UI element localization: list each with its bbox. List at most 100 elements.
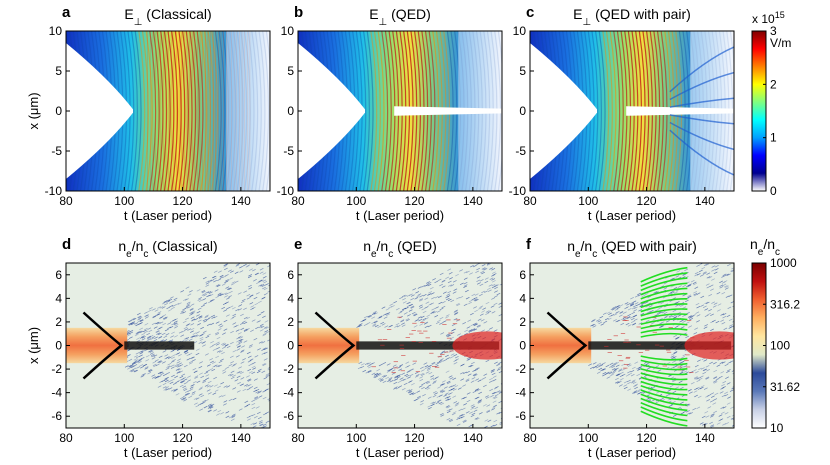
plasma-streak xyxy=(710,424,715,427)
plasma-streak xyxy=(171,331,175,335)
plasma-streak xyxy=(137,316,142,319)
plasma-streak xyxy=(694,394,698,398)
plasma-streak xyxy=(455,402,460,405)
plasma-streak xyxy=(611,367,616,371)
plasma-streak xyxy=(659,397,664,401)
plasma-streak xyxy=(228,398,233,402)
plasma-streak xyxy=(470,414,475,418)
plasma-streak xyxy=(637,368,642,371)
plasma-streak xyxy=(215,321,220,324)
plasma-streak xyxy=(224,295,228,298)
plasma-streak xyxy=(427,396,432,399)
plasma-streak xyxy=(490,369,495,372)
plasma-streak xyxy=(645,319,650,323)
plasma-streak xyxy=(427,406,432,410)
plasma-streak xyxy=(176,352,181,355)
plasma-streak xyxy=(166,299,170,302)
panel-label: e xyxy=(294,236,302,253)
plasma-streak xyxy=(200,375,205,379)
plasma-streak xyxy=(394,386,398,389)
plasma-streak xyxy=(478,399,482,402)
plasma-streak xyxy=(696,305,701,309)
plasma-streak xyxy=(258,341,263,344)
plasma-streak xyxy=(128,323,133,326)
plasma-streak xyxy=(431,308,436,311)
plasma-streak xyxy=(420,372,424,376)
plasma-streak xyxy=(483,268,488,271)
plasma-streak xyxy=(727,361,732,364)
y-tick-label: -10 xyxy=(45,184,63,198)
plasma-streak xyxy=(262,390,267,393)
plasma-streak xyxy=(446,381,451,385)
plasma-streak xyxy=(477,318,482,321)
plasma-streak xyxy=(205,282,210,285)
y-tick-label: 2 xyxy=(55,315,62,329)
plasma-streak xyxy=(647,295,652,299)
plasma-streak xyxy=(425,301,430,304)
plasma-streak xyxy=(626,316,631,320)
wave-stripe xyxy=(229,31,237,191)
panel-label: a xyxy=(62,4,71,21)
plasma-streak xyxy=(470,361,475,365)
plasma-streak xyxy=(499,421,502,424)
plasma-streak xyxy=(179,380,184,383)
plasma-streak xyxy=(230,282,235,286)
plasma-streak xyxy=(139,322,143,325)
plasma-streak xyxy=(238,308,242,311)
plasma-streak xyxy=(221,394,226,398)
plasma-streak xyxy=(732,386,734,388)
plasma-streak xyxy=(231,415,236,419)
plasma-streak xyxy=(447,268,452,271)
plasma-streak xyxy=(127,319,132,323)
plasma-streak xyxy=(162,350,167,353)
plasma-streak xyxy=(368,315,372,318)
plasma-streak xyxy=(220,412,225,415)
plasma-streak xyxy=(413,313,418,317)
y-tick-label: 0 xyxy=(55,339,62,353)
plasma-streak xyxy=(382,361,387,365)
plasma-streak xyxy=(466,392,471,395)
y-tick-label: 6 xyxy=(519,268,526,282)
plasma-streak xyxy=(723,280,728,283)
plasma-streak xyxy=(594,364,599,368)
wave-stripe xyxy=(240,31,248,191)
plasma-streak xyxy=(189,388,194,391)
plasma-streak xyxy=(423,362,428,365)
plasma-streak xyxy=(711,265,716,268)
plasma-streak xyxy=(406,304,411,308)
plasma-streak xyxy=(658,322,663,325)
plasma-streak xyxy=(249,358,254,361)
plasma-streak xyxy=(225,415,230,419)
plasma-streak xyxy=(186,393,191,396)
plasma-streak xyxy=(446,334,451,337)
plasma-streak xyxy=(126,349,131,352)
plasma-streak xyxy=(702,371,707,375)
plasma-streak xyxy=(665,320,670,323)
plasma-streak xyxy=(629,316,634,319)
plasma-streak xyxy=(223,328,228,331)
plasma-streak xyxy=(222,369,226,372)
plasma-streak xyxy=(143,327,148,331)
plasma-streak xyxy=(486,409,491,413)
plasma-streak xyxy=(141,338,146,341)
plasma-streak xyxy=(235,308,240,312)
plasma-streak xyxy=(428,291,433,294)
cavity xyxy=(530,43,598,179)
plasma-streak xyxy=(257,300,262,304)
plasma-streak xyxy=(182,398,187,401)
plasma-streak xyxy=(145,354,150,358)
plasma-streak xyxy=(639,304,644,307)
plasma-streak xyxy=(433,311,437,314)
plasma-streak xyxy=(711,301,716,304)
plasma-streak xyxy=(407,376,411,379)
y-tick-label: 5 xyxy=(55,64,62,78)
plasma-streak xyxy=(151,354,155,358)
positron-streak xyxy=(640,313,688,321)
plasma-streak xyxy=(468,301,472,305)
plasma-streak xyxy=(469,312,474,316)
plasma-streak xyxy=(471,405,476,409)
plasma-streak xyxy=(460,378,465,381)
electron-channel xyxy=(356,341,500,350)
plasma-streak xyxy=(205,374,210,377)
